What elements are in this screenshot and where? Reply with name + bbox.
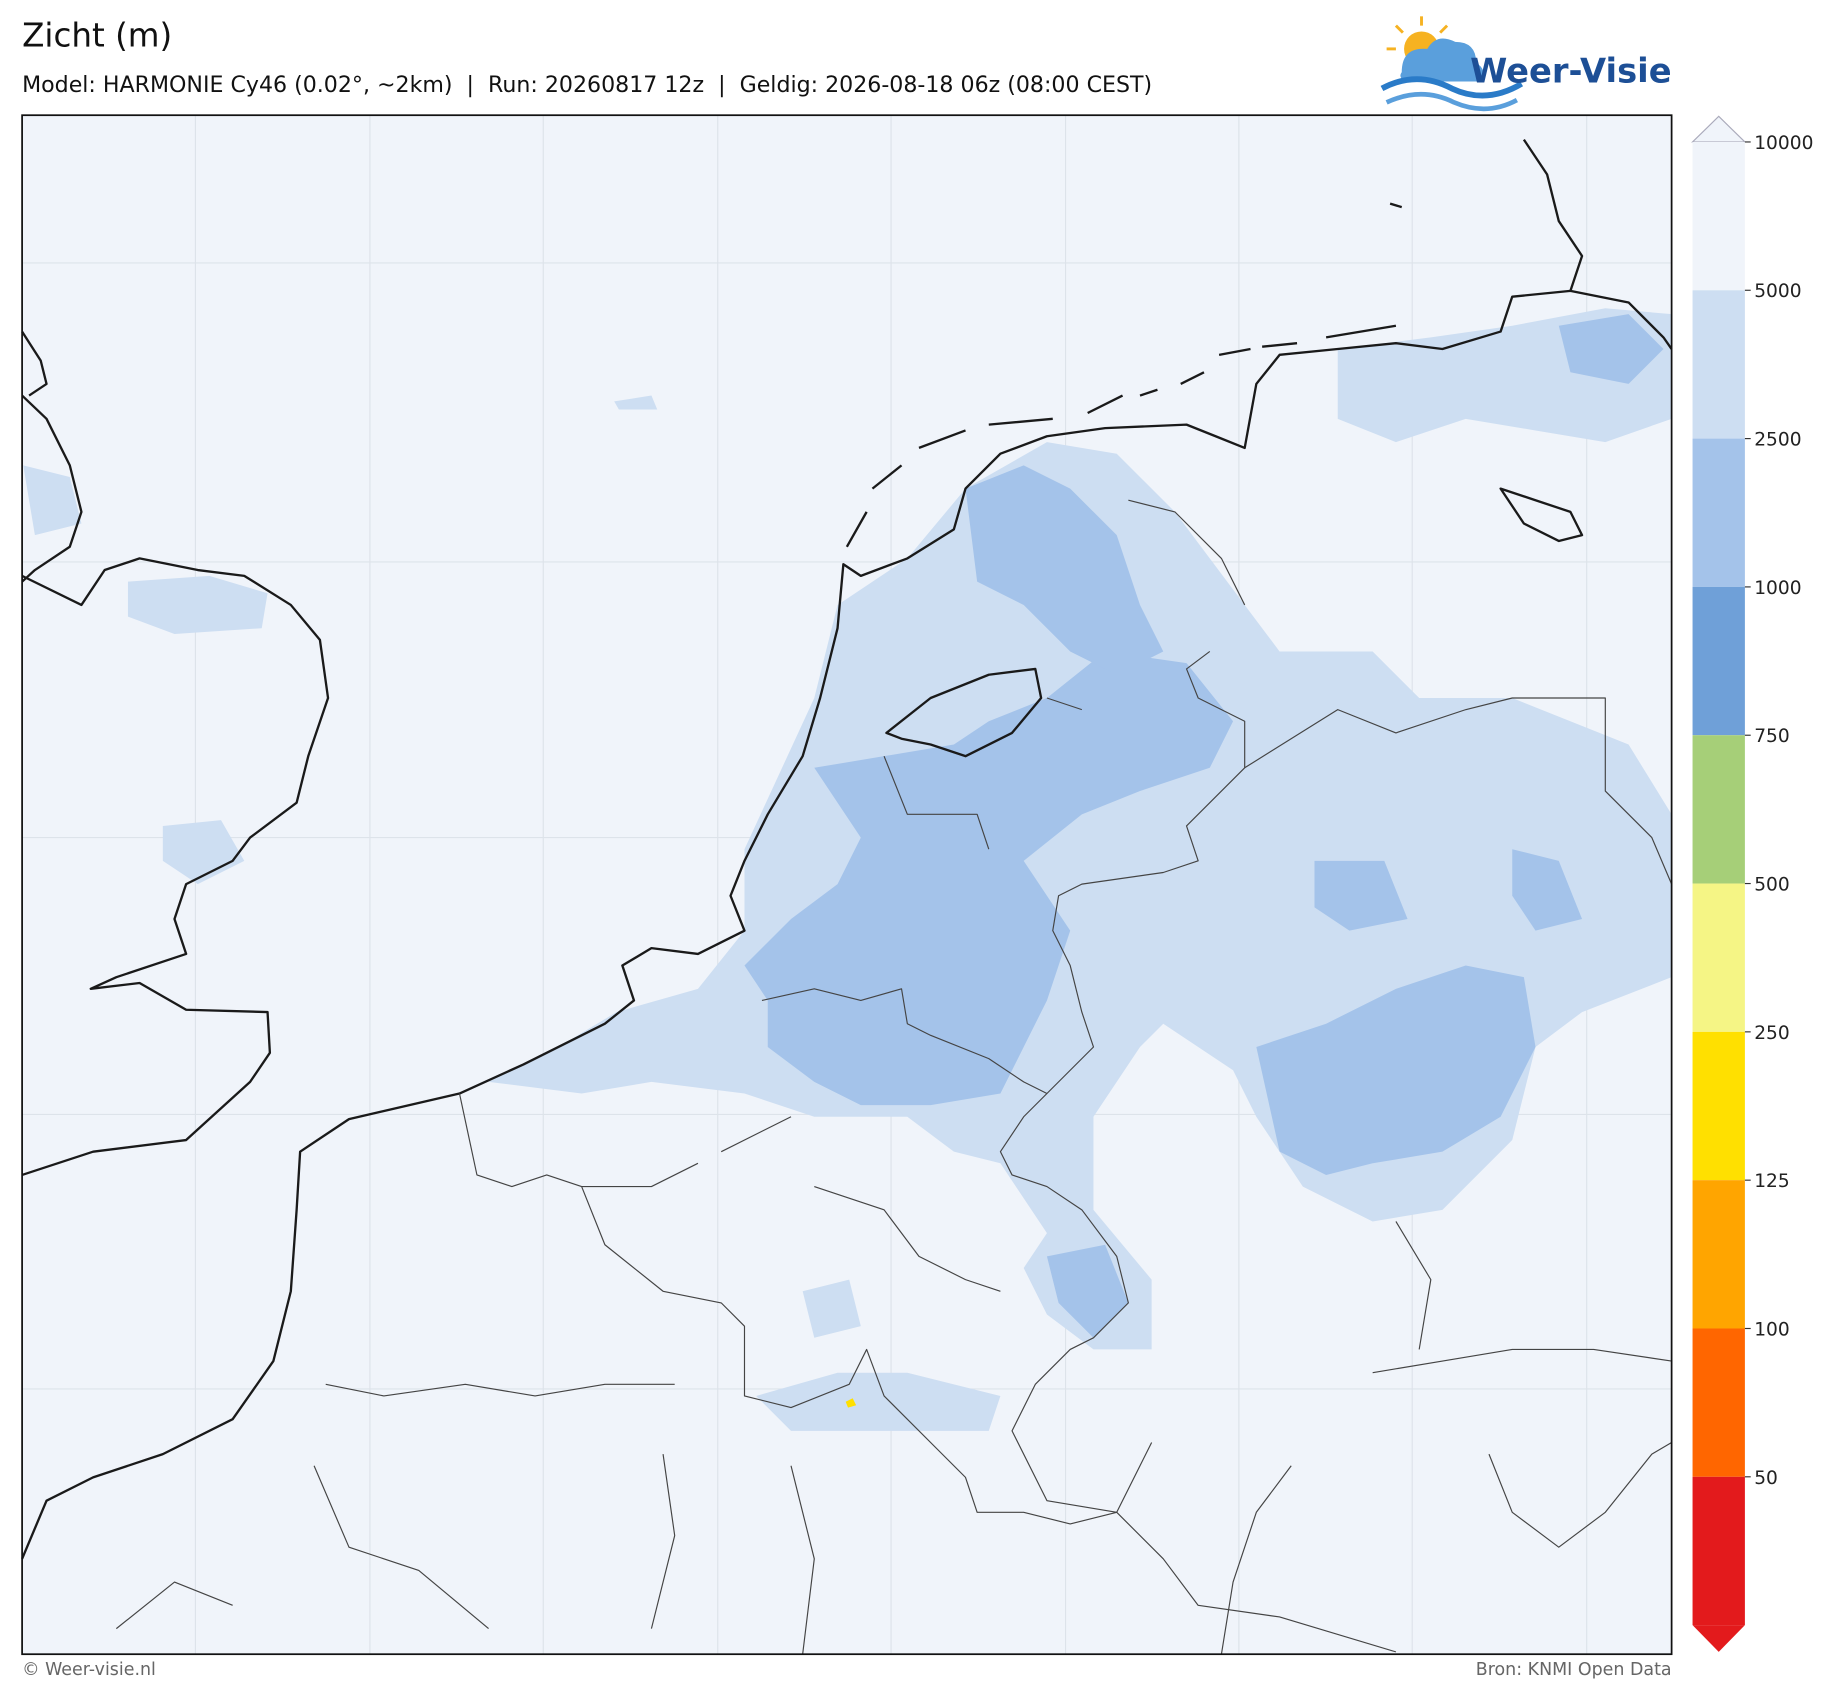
colorbar-tick-label: 750 — [1754, 726, 1790, 747]
colorbar-tick-label: 500 — [1754, 875, 1790, 896]
colorbar-tick-label: 50 — [1754, 1468, 1778, 1489]
colorbar-tick-label: 1000 — [1754, 578, 1801, 599]
logo-text: Weer-Visie — [1470, 52, 1671, 91]
visibility-fields — [23, 308, 1672, 1431]
colorbar-tick-label: 100 — [1754, 1319, 1790, 1340]
map-subtitle: Model: HARMONIE Cy46 (0.02°, ~2km) | Run… — [22, 72, 1152, 98]
colorbar-band — [1692, 1476, 1745, 1626]
colorbar-band — [1692, 1031, 1745, 1181]
map-title: Zicht (m) — [22, 17, 172, 55]
colorbar-band — [1692, 883, 1745, 1032]
colorbar-tick-label: 10000 — [1754, 133, 1813, 154]
colorbar-tick-label: 2500 — [1754, 430, 1801, 451]
colorbar-band — [1692, 438, 1745, 587]
borders — [115, 499, 1673, 1655]
colorbar-tick-label: 5000 — [1754, 281, 1801, 302]
colorbar-band — [1692, 290, 1745, 439]
colorbar-tick-label: 250 — [1754, 1023, 1790, 1044]
coastlines — [21, 138, 1673, 1560]
colorbar-band — [1692, 586, 1745, 736]
colorbar-band — [1692, 1180, 1745, 1329]
colorbar-over — [1691, 115, 1747, 143]
colorbar-band — [1692, 1328, 1745, 1477]
colorbar: 10000 5000 2500 1000 750 500 250 125 100 50 — [1691, 115, 1813, 1652]
logo: Weer-Visie — [1380, 16, 1672, 112]
colorbar-tick-label: 125 — [1754, 1171, 1790, 1192]
map-area — [21, 114, 1673, 1656]
colorbar-band — [1692, 141, 1745, 291]
colorbar-band — [1692, 735, 1745, 884]
colorbar-under — [1692, 1625, 1745, 1652]
footer-credit: © Weer-visie.nl — [22, 1660, 156, 1680]
footer-source: Bron: KNMI Open Data — [1476, 1660, 1672, 1680]
